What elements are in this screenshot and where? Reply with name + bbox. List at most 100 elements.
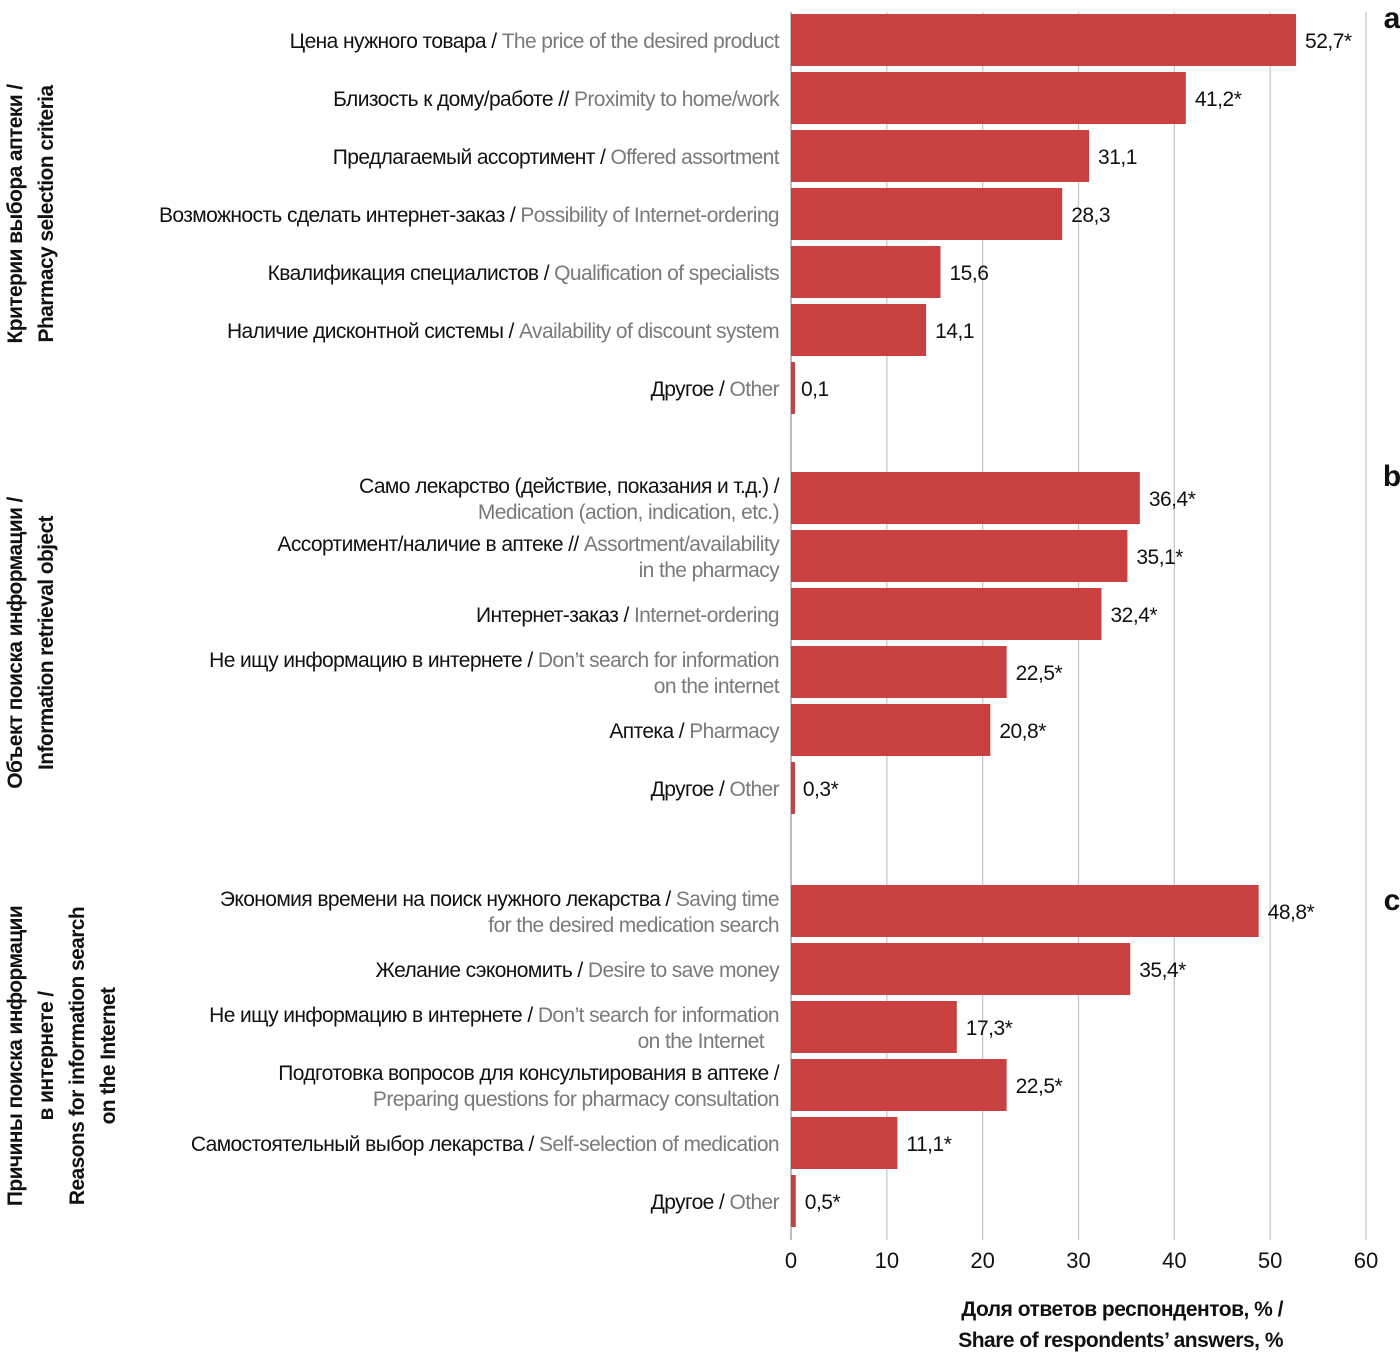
category-label-ru: Близость к дому/работе // [333,88,574,111]
category-label: Другое / Other [651,778,780,801]
category-label-ru: Подготовка вопросов для консультирования… [278,1062,779,1085]
category-label-en: Offered assortment [610,146,779,169]
category-label-ru: Другое / [651,778,730,801]
section-title-ru: в интернете / [35,991,58,1121]
category-label-en: Internet-ordering [634,604,779,627]
category-label: Желание сэкономить / Desire to save mone… [376,959,781,982]
data-label: 35,1* [1136,546,1183,569]
category-label-en: Other [729,378,779,401]
bar [791,588,1102,640]
bar [791,188,1063,240]
category-label-en: Qualification of specialists [554,262,779,285]
bar [791,472,1140,524]
data-label: 22,5* [1016,1075,1063,1098]
section-title-en: Information retrieval object [35,515,58,770]
data-label: 15,6 [950,262,989,285]
data-label: 0,3* [803,778,839,801]
category-label-en: Preparing questions for pharmacy consult… [373,1088,779,1111]
bar [791,1059,1007,1111]
category-label-ru: Ассортимент/наличие в аптеке // [277,533,583,556]
category-label: Не ищу информацию в интернете / Don’t se… [209,649,779,672]
category-label: Самостоятельный выбор лекарства / Self-s… [191,1133,779,1156]
category-label: Другое / Other [651,378,780,401]
bar [791,72,1186,124]
data-label: 17,3* [966,1017,1013,1040]
category-label: Ассортимент/наличие в аптеке // Assortme… [277,533,780,556]
data-label: 32,4* [1111,604,1158,627]
category-label-en-line2: on the Internet [638,1030,765,1053]
data-label: 11,1* [906,1133,951,1156]
x-axis-title-ru: Доля ответов респондентов, % / [961,1298,1283,1321]
bar [791,530,1128,582]
bar [791,304,927,356]
category-label-en-line2: on the internet [654,675,780,698]
panel-letter: c [1384,884,1400,917]
category-label: Цена нужного товара / The price of the d… [290,30,780,53]
data-label: 20,8* [999,720,1046,743]
category-label-en: Other [729,1191,779,1214]
category-label-ru: Желание сэкономить / [376,959,588,982]
category-label-en: The price of the desired product [502,30,780,53]
section-title-en: on the Internet [97,987,120,1124]
data-label: 0,5* [805,1191,841,1214]
panel-letter: a [1384,2,1400,35]
data-label: 31,1 [1098,146,1137,169]
data-label: 41,2* [1195,88,1242,111]
category-label-ru: Наличие дисконтной системы / [227,320,519,343]
category-label: Наличие дисконтной системы / Availabilit… [227,320,779,343]
data-label: 36,4* [1149,488,1196,511]
data-label: 22,5* [1016,662,1063,685]
x-tick-label: 40 [1162,1248,1186,1273]
category-label-ru: Другое / [651,1191,730,1214]
data-label: 52,7* [1305,30,1352,53]
category-label: Интернет-заказ / Internet-ordering [476,604,779,627]
category-label-ru: Цена нужного товара / [290,30,502,53]
bar [791,1175,796,1227]
section-title-ru: Причины поиска информации [4,906,27,1206]
section-title-ru: Объект поиска информации / [4,496,27,788]
data-label: 35,4* [1139,959,1186,982]
bar [791,885,1259,937]
category-label-ru: Самостоятельный выбор лекарства / [191,1133,539,1156]
bar [791,14,1297,66]
panel-letter: b [1383,460,1400,493]
category-label-ru: Предлагаемый ассортимент / [333,146,611,169]
data-label: 28,3 [1071,204,1110,227]
section-title-ru: Критерии выбора аптеки / [4,84,27,344]
category-label-ru: Квалификация специалистов / [268,262,555,285]
x-tick-label: 60 [1354,1248,1378,1273]
section-title-en: Pharmacy selection criteria [35,85,58,343]
bar [791,762,795,814]
category-label: Другое / Other [651,1191,780,1214]
category-label-ru: Другое / [651,378,730,401]
x-tick-label: 10 [875,1248,899,1273]
data-label: 0,1 [801,378,829,401]
data-label: 14,1 [935,320,974,343]
category-label-en: Possibility of Internet-ordering [520,204,779,227]
category-label: Не ищу информацию в интернете / Don’t se… [209,1004,779,1027]
x-tick-label: 50 [1258,1248,1282,1273]
category-label: Предлагаемый ассортимент / Offered assor… [333,146,780,169]
category-label-en: Saving time [676,888,779,911]
bar [791,943,1131,995]
category-label-en-line2: in the pharmacy [639,559,781,582]
category-label-en: Proximity to home/work [574,88,780,111]
category-label-en: Availability of discount system [519,320,779,343]
x-tick-label: 0 [785,1248,797,1273]
category-label-ru: Возможность сделать интернет-заказ / [159,204,520,227]
category-label-en: Pharmacy [689,720,780,743]
x-tick-label: 20 [970,1248,994,1273]
category-label-en: Don’t search for information [538,1004,779,1027]
bar [791,362,795,414]
data-label: 48,8* [1268,901,1315,924]
category-label-en: Desire to save money [588,959,780,982]
bar [791,130,1090,182]
category-label-ru: Не ищу информацию в интернете / [209,649,538,672]
section-title-en: Reasons for information search [66,907,89,1205]
category-label-en: Don’t search for information [538,649,779,672]
bar [791,646,1007,698]
category-label: Близость к дому/работе // Proximity to h… [333,88,780,111]
category-label-en-line2: for the desired medication search [488,914,779,937]
bar [791,1001,957,1053]
